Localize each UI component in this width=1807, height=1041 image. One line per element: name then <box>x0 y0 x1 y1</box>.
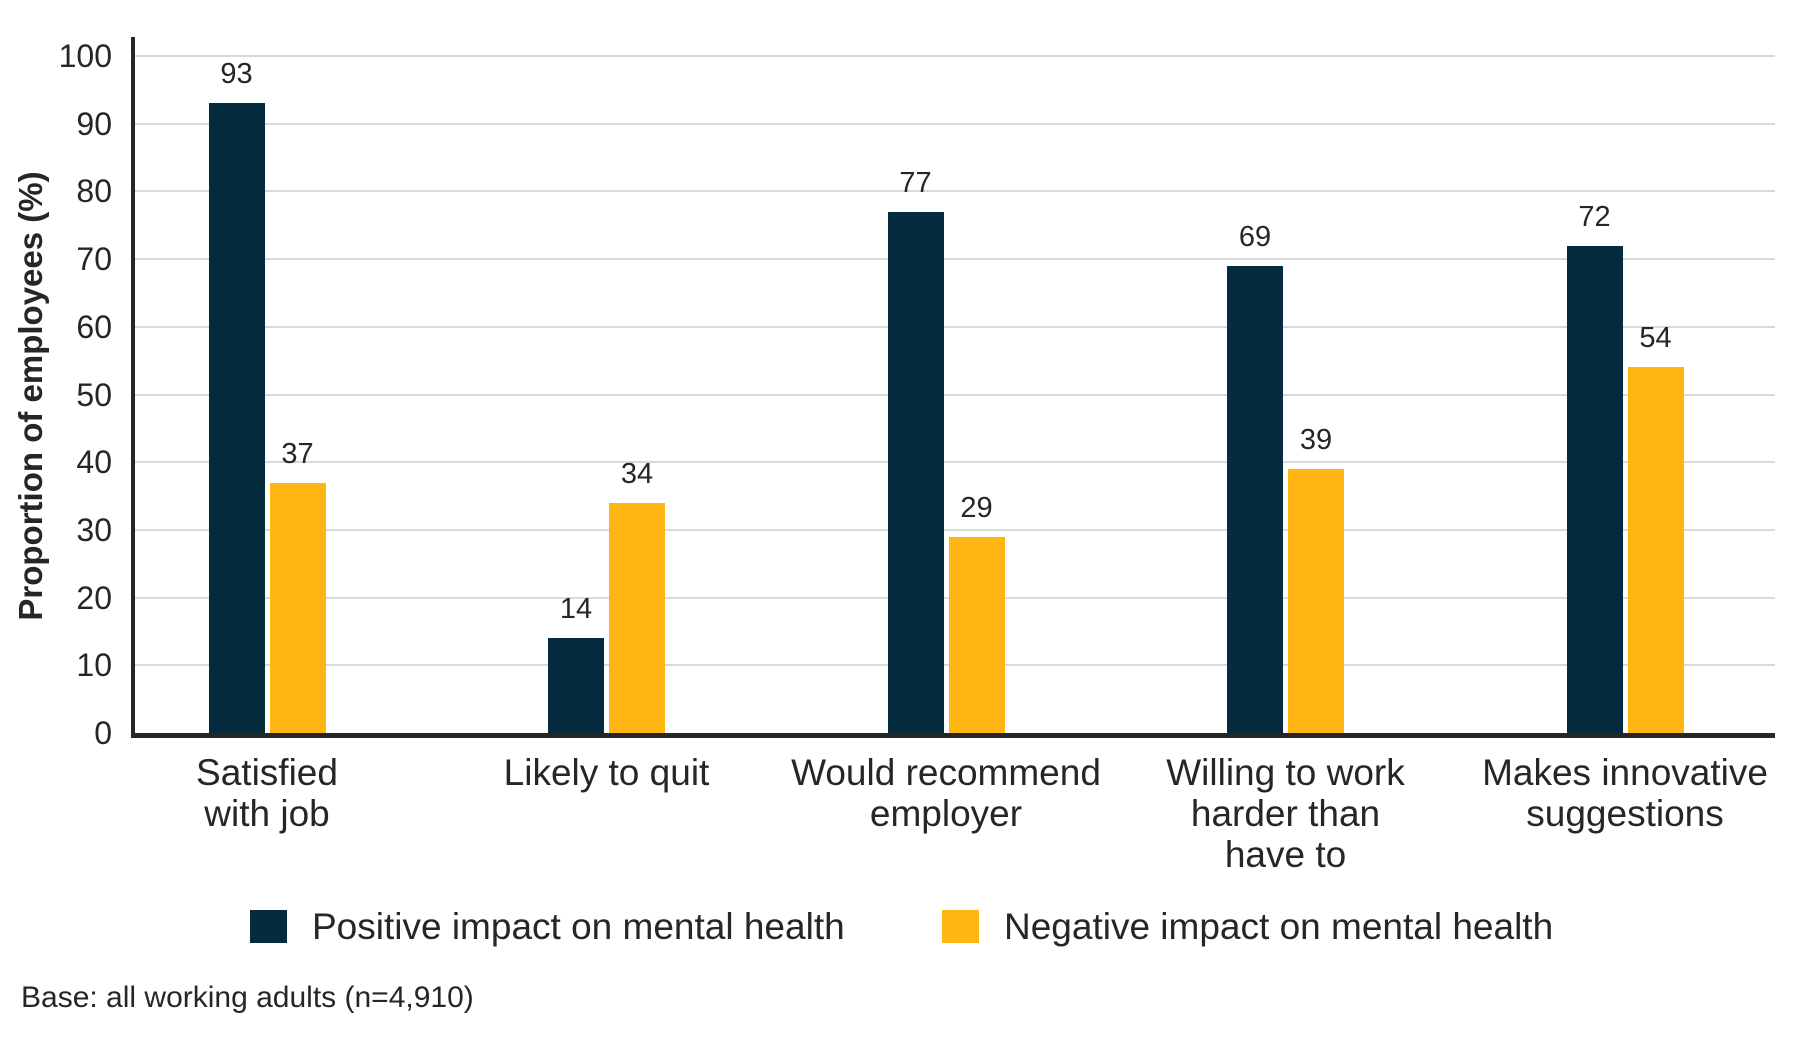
y-tick-label-10: 10 <box>76 647 112 684</box>
value-label-negative-group-3: 39 <box>1299 424 1333 456</box>
y-tick-label-30: 30 <box>76 511 112 548</box>
legend-label-positive: Positive impact on mental health <box>312 905 845 947</box>
negative-series-swatch <box>942 910 979 943</box>
legend-item-positive: Positive impact on mental health <box>250 905 845 947</box>
bar-negative-group-0 <box>269 483 326 733</box>
legend-item-negative: Negative impact on mental health <box>942 905 1554 947</box>
gridline-50 <box>135 393 1775 396</box>
y-tick-label-80: 80 <box>76 173 112 210</box>
gridline-100 <box>135 55 1775 57</box>
bar-negative-group-4 <box>1627 367 1684 733</box>
plot-area: 93 37 14 34 77 29 69 39 72 54 <box>131 37 1775 738</box>
value-label-positive-group-4: 72 <box>1578 201 1611 233</box>
bar-positive-group-4 <box>1566 246 1623 733</box>
value-label-negative-group-0: 37 <box>281 438 314 470</box>
y-tick-label-50: 50 <box>76 376 112 413</box>
value-label-positive-group-1: 14 <box>559 593 593 625</box>
gridline-60 <box>135 325 1775 328</box>
y-tick-label-70: 70 <box>76 241 112 278</box>
gridline-70 <box>135 258 1775 261</box>
bar-positive-group-1 <box>548 638 604 733</box>
plot-inner: 93 37 14 34 77 29 69 39 72 54 <box>135 37 1775 733</box>
value-label-negative-group-2: 29 <box>960 492 993 524</box>
base-note: Base: all working adults (n=4,910) <box>21 981 474 1014</box>
bar-positive-group-3 <box>1227 266 1283 733</box>
category-label-2: Would recommend employer <box>791 752 1101 834</box>
category-label-0: Satisfied with job <box>196 752 338 834</box>
y-tick-label-40: 40 <box>76 444 112 481</box>
bar-positive-group-0 <box>208 103 265 733</box>
y-tick-label-20: 20 <box>76 579 112 616</box>
y-tick-label-60: 60 <box>76 308 112 345</box>
gridline-80 <box>135 190 1775 193</box>
gridline-90 <box>135 122 1775 125</box>
y-tick-label-0: 0 <box>94 715 112 751</box>
y-tick-label-100: 100 <box>58 38 112 74</box>
bar-negative-group-1 <box>609 503 665 733</box>
bar-negative-group-2 <box>948 537 1005 733</box>
value-label-positive-group-2: 77 <box>899 167 932 199</box>
bar-positive-group-2 <box>887 212 944 733</box>
value-label-negative-group-1: 34 <box>620 458 654 490</box>
category-label-1: Likely to quit <box>503 752 710 793</box>
bar-negative-group-3 <box>1288 469 1344 733</box>
category-label-4: Makes innovative suggestions <box>1482 752 1768 834</box>
gridline-40 <box>135 461 1775 464</box>
category-label-3: Willing to work harder than have to <box>1166 752 1405 875</box>
gridline-30 <box>135 528 1775 531</box>
value-label-negative-group-4: 54 <box>1639 322 1672 354</box>
legend-label-negative: Negative impact on mental health <box>1004 905 1554 947</box>
value-label-positive-group-0: 93 <box>220 58 253 90</box>
positive-series-swatch <box>250 910 287 943</box>
value-label-positive-group-3: 69 <box>1238 221 1272 253</box>
y-tick-label-90: 90 <box>76 105 112 142</box>
